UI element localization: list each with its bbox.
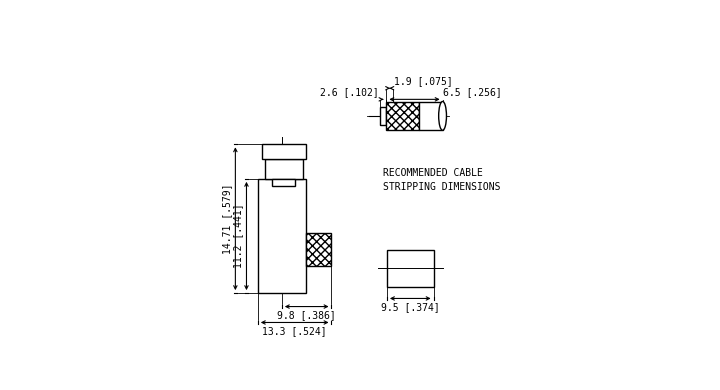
Bar <box>262 144 306 160</box>
Text: 2.6 [.102]: 2.6 [.102] <box>320 87 379 97</box>
Text: 9.8 [.386]: 9.8 [.386] <box>277 310 336 321</box>
Text: 13.3 [.524]: 13.3 [.524] <box>262 326 327 337</box>
Text: RECOMMENDED CABLE
STRIPPING DIMENSIONS: RECOMMENDED CABLE STRIPPING DIMENSIONS <box>383 168 500 192</box>
Bar <box>272 179 294 186</box>
Text: 6.5 [.256]: 6.5 [.256] <box>444 87 503 97</box>
Bar <box>266 160 303 179</box>
Bar <box>306 233 331 266</box>
Bar <box>258 179 306 293</box>
Text: 9.5 [.374]: 9.5 [.374] <box>381 302 440 312</box>
Bar <box>387 102 418 130</box>
Text: 11.2 [.441]: 11.2 [.441] <box>233 204 243 268</box>
Bar <box>387 250 433 287</box>
Bar <box>380 107 387 125</box>
Bar <box>418 102 443 130</box>
Text: 14.71 [.579]: 14.71 [.579] <box>222 183 232 254</box>
Text: 1.9 [.075]: 1.9 [.075] <box>394 76 453 86</box>
Ellipse shape <box>438 101 446 130</box>
